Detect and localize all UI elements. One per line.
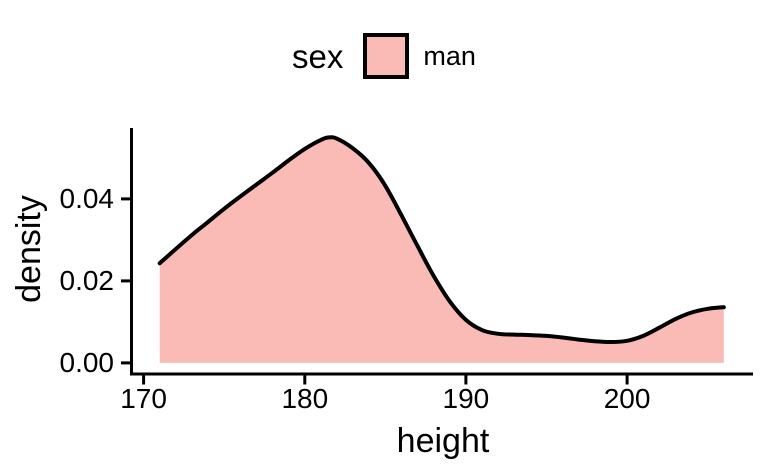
legend-title: sex (292, 37, 344, 75)
x-tick-label: 200 (603, 383, 651, 414)
legend-entry-label: man (423, 40, 476, 71)
y-tick-label: 0.04 (59, 182, 115, 214)
axis-tick-marks (121, 197, 629, 385)
legend: sex man (0, 33, 768, 79)
y-tick-label: 0.02 (59, 264, 115, 296)
y-tick-label: 0.00 (59, 346, 115, 378)
axis-lines (130, 128, 753, 376)
density-area-man (159, 137, 724, 363)
x-tick-label: 190 (442, 383, 490, 414)
density-curve-man (157, 135, 726, 345)
x-tick-label: 180 (281, 383, 329, 414)
x-axis-title: height (396, 422, 490, 460)
x-tick-label: 170 (120, 383, 167, 414)
y-axis-title: density (10, 195, 48, 303)
legend-key-swatch (363, 33, 410, 79)
